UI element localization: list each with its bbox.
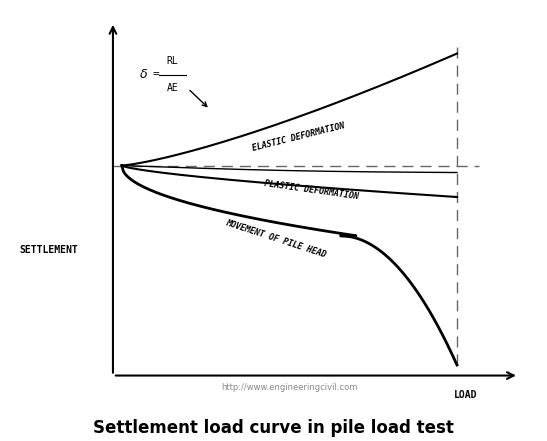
Text: PLASTIC DEFORMATION: PLASTIC DEFORMATION xyxy=(264,179,359,201)
Text: =: = xyxy=(153,70,159,79)
Text: MOVEMENT OF PILE HEAD: MOVEMENT OF PILE HEAD xyxy=(225,219,328,259)
Text: SETTLEMENT: SETTLEMENT xyxy=(19,244,78,254)
Text: ELASTIC DEFORMATION: ELASTIC DEFORMATION xyxy=(251,122,345,153)
Text: RL: RL xyxy=(167,56,178,66)
Text: AE: AE xyxy=(167,83,178,93)
Text: LOAD: LOAD xyxy=(454,389,478,400)
Text: Settlement load curve in pile load test: Settlement load curve in pile load test xyxy=(93,419,454,437)
Text: $\delta$: $\delta$ xyxy=(139,68,148,81)
Text: http://www.engineeringcivil.com: http://www.engineeringcivil.com xyxy=(221,382,358,392)
